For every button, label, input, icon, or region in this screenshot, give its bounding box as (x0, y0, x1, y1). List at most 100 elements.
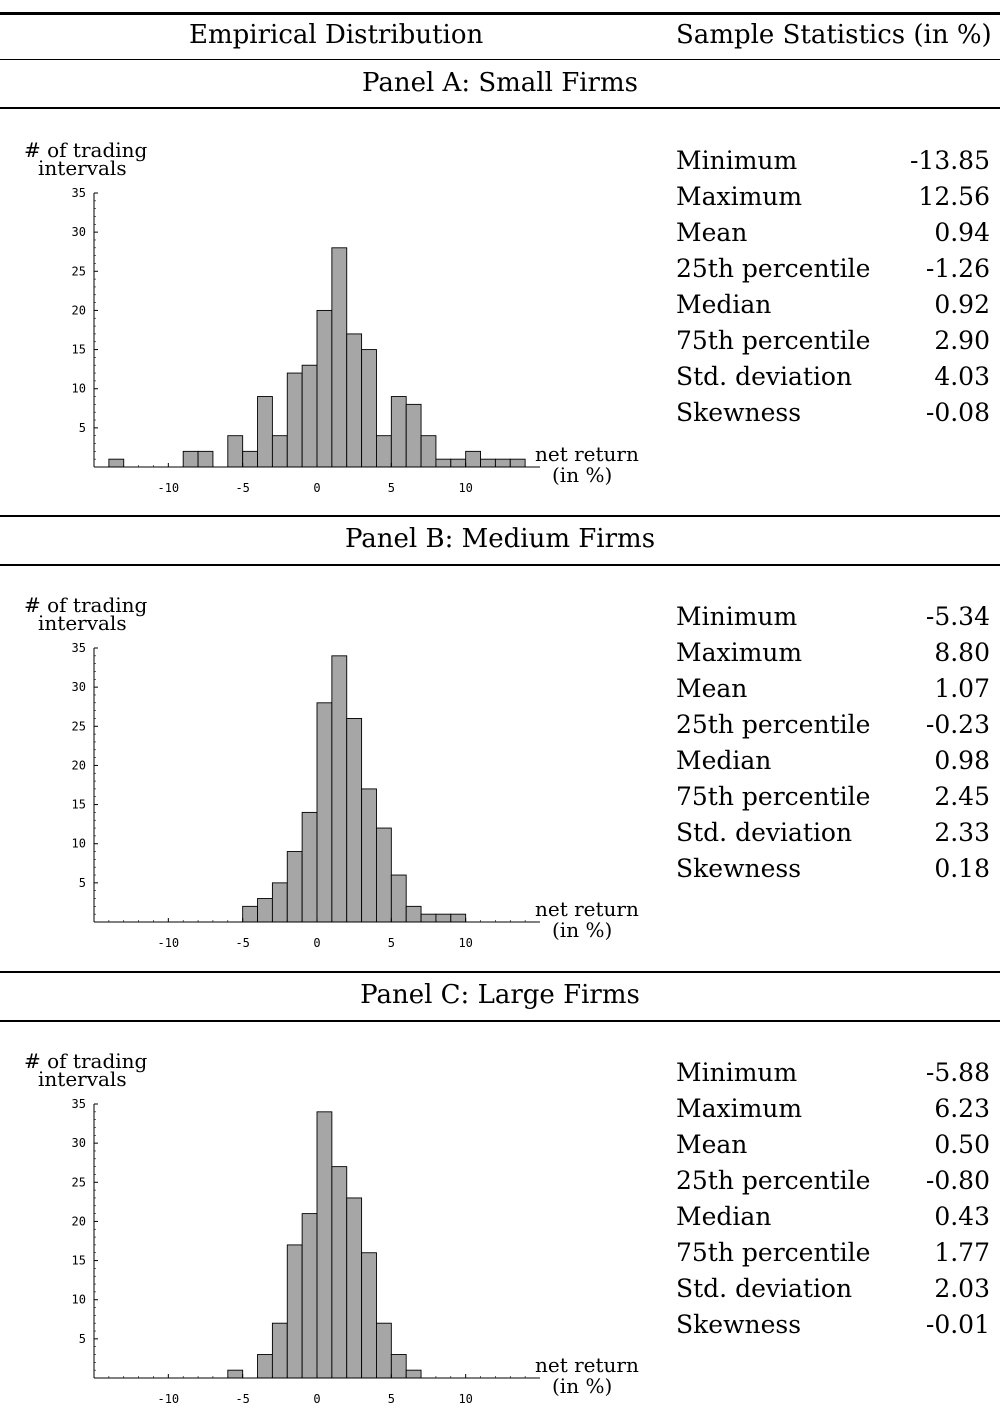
top-rule (0, 12, 1000, 15)
stat-label: Minimum (676, 1058, 798, 1087)
histogram-bar (390, 396, 407, 468)
stat-row: Mean 1.07 (676, 671, 990, 707)
histogram-bar (405, 905, 422, 923)
x-tick-label: -10 (157, 936, 179, 950)
stat-row: Mean 0.50 (676, 1127, 990, 1163)
histogram-bar (331, 1166, 348, 1379)
stat-row: Minimum -5.88 (676, 1055, 990, 1091)
histogram-bar (271, 1322, 288, 1379)
stat-label: Std. deviation (676, 818, 853, 847)
stat-row: Median 0.98 (676, 743, 990, 779)
y-tick-label: 15 (72, 798, 86, 812)
histogram-bar (346, 718, 363, 923)
stat-label: 75th percentile (676, 326, 871, 355)
histogram-bar (450, 913, 467, 923)
histogram-bar (257, 1354, 273, 1379)
stat-row: Maximum 12.56 (676, 179, 990, 215)
stat-value: 0.92 (934, 290, 990, 319)
stat-row: Median 0.43 (676, 1199, 990, 1235)
header-empirical-distribution: Empirical Distribution (189, 20, 484, 50)
histogram-bar (390, 1354, 407, 1379)
stat-value: 2.90 (934, 326, 990, 355)
histogram-bar (494, 458, 511, 468)
stat-label: Skewness (676, 1310, 802, 1339)
stat-row: Median 0.92 (676, 287, 990, 323)
histogram-bar (420, 913, 437, 923)
stat-value: -0.08 (925, 398, 990, 427)
histogram-bar (480, 458, 496, 468)
stat-value: 2.45 (934, 782, 990, 811)
x-tick-label: 0 (313, 936, 320, 950)
stats-table: Minimum -13.85 Maximum 12.56 Mean 0.94 25th pe… (676, 143, 990, 431)
stat-value: -1.26 (925, 254, 990, 283)
y-tick-label: 25 (72, 719, 86, 733)
y-tick-label: 20 (72, 1214, 86, 1228)
histogram-bar (242, 905, 258, 923)
stat-value: 0.18 (934, 854, 990, 883)
y-tick-label: 30 (72, 1136, 86, 1150)
stat-value: -5.34 (925, 602, 990, 631)
y-axis-label: # of trading (24, 1049, 148, 1073)
stat-row: Std. deviation 2.03 (676, 1271, 990, 1307)
histogram-bar (301, 364, 318, 468)
histogram-bar (227, 1369, 244, 1379)
histogram-bar (361, 349, 377, 468)
panel-title: Panel A: Small Firms (362, 68, 638, 98)
stat-label: Mean (676, 1130, 748, 1159)
histogram-bar (420, 435, 437, 468)
stat-label: Median (676, 290, 772, 319)
histogram-bar (376, 827, 392, 923)
y-axis-label: # of trading (24, 138, 148, 162)
stat-label: Maximum (676, 182, 803, 211)
y-tick-label: 25 (72, 264, 86, 278)
y-axis-label: intervals (38, 1067, 127, 1091)
x-tick-label: 5 (388, 1392, 395, 1406)
histogram-bar (376, 435, 392, 468)
stat-row: Mean 0.94 (676, 215, 990, 251)
histogram-bar (271, 435, 288, 468)
stat-value: 0.98 (934, 746, 990, 775)
stat-value: 12.56 (918, 182, 990, 211)
y-tick-label: 10 (72, 1293, 86, 1307)
histogram-bar (301, 1213, 318, 1379)
y-tick-label: 30 (72, 225, 86, 239)
stat-value: -5.88 (925, 1058, 990, 1087)
stat-label: Minimum (676, 146, 798, 175)
stat-value: 0.50 (934, 1130, 990, 1159)
histogram-bar (465, 450, 481, 468)
panel-rule (0, 1020, 1000, 1022)
x-axis-label: net return (535, 442, 639, 466)
stat-row: 75th percentile 2.90 (676, 323, 990, 359)
y-tick-label: 20 (72, 758, 86, 772)
histogram-bar (257, 898, 273, 923)
stat-value: 1.07 (934, 674, 990, 703)
header-sample-statistics: Sample Statistics (in %) (676, 20, 992, 50)
histogram-bar (301, 811, 318, 923)
histogram-bar (316, 1111, 333, 1379)
histogram-bar (376, 1322, 392, 1379)
panel-rule (0, 107, 1000, 109)
histogram-bar (331, 655, 348, 923)
histogram-bar (182, 450, 199, 468)
histogram-bar (361, 1252, 377, 1379)
stat-value: -0.80 (925, 1166, 990, 1195)
histogram-bar (435, 458, 452, 468)
y-tick-label: 35 (72, 641, 86, 655)
stat-label: Maximum (676, 638, 803, 667)
stat-value: -0.01 (925, 1310, 990, 1339)
histogram-bar (509, 458, 526, 468)
x-axis-label: (in %) (552, 463, 612, 487)
x-tick-label: 5 (388, 936, 395, 950)
stat-label: Median (676, 746, 772, 775)
stat-value: 0.43 (934, 1202, 990, 1231)
y-tick-label: 25 (72, 1175, 86, 1189)
stats-table: Minimum -5.34 Maximum 8.80 Mean 1.07 25th perc… (676, 599, 990, 887)
y-tick-label: 5 (79, 1332, 86, 1346)
histogram-bar (390, 874, 407, 923)
stat-row: 75th percentile 2.45 (676, 779, 990, 815)
x-tick-label: 5 (388, 481, 395, 495)
stat-label: Mean (676, 674, 748, 703)
x-tick-label: -5 (235, 936, 249, 950)
stat-label: Median (676, 1202, 772, 1231)
